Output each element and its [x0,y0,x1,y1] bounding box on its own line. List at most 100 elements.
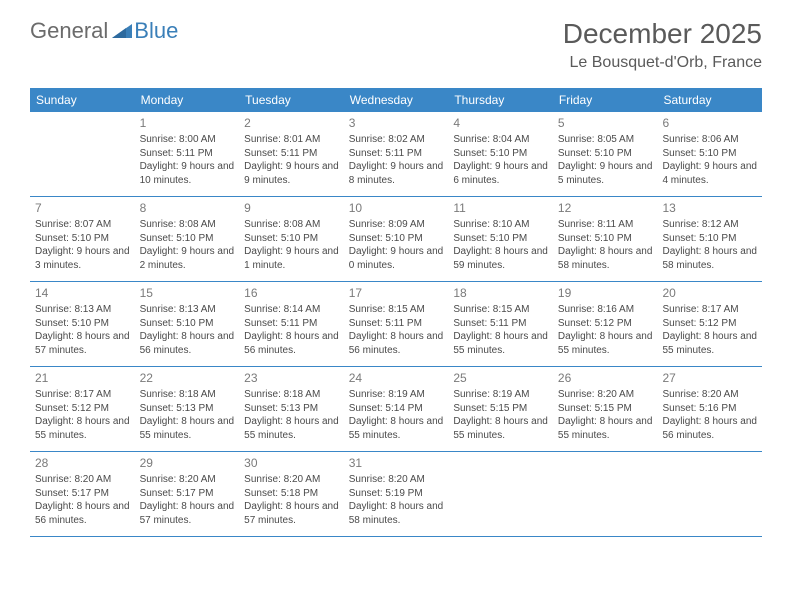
sunset-text: Sunset: 5:10 PM [662,147,757,161]
day-cell: 28Sunrise: 8:20 AMSunset: 5:17 PMDayligh… [30,452,135,536]
sunrise-text: Sunrise: 8:11 AM [558,218,653,232]
week-row: 7Sunrise: 8:07 AMSunset: 5:10 PMDaylight… [30,197,762,282]
day-cell: 17Sunrise: 8:15 AMSunset: 5:11 PMDayligh… [344,282,449,366]
day-number: 16 [244,285,339,301]
day-cell: 26Sunrise: 8:20 AMSunset: 5:15 PMDayligh… [553,367,658,451]
day-header: Monday [135,88,240,112]
week-row: 28 Sunrise: 8:20 AMSunset: 5:17 PM Dayligh… [30,452,762,537]
sunset-text: Sunset: 5:13 PM [140,402,235,416]
sunrise-text: Sunrise: 8:13 AM [140,303,235,317]
day-number: 21 [35,370,130,386]
daylight-text: Daylight: 8 hours and 55 minutes. [35,415,130,442]
sunrise-text: Sunrise: 8:13 AM [35,303,130,317]
daylight-text: Daylight: 8 hours and 56 minutes. [35,500,130,527]
day-cell: 31Sunrise: 8:20 AMSunset: 5:19 PMDayligh… [344,452,449,536]
day-cell: 6Sunrise: 8:06 AMSunset: 5:10 PMDaylight… [657,112,762,196]
daylight-text: Daylight: 8 hours and 58 minutes. [349,500,444,527]
sunrise-text: Sunrise: 8:10 AM [453,218,548,232]
day-number: 29 [140,455,235,471]
day-header-row: Sunday Monday Tuesday Wednesday Thursday… [30,88,762,112]
day-number: 24 [349,370,444,386]
day-number: 27 [662,370,757,386]
daylight-text: Daylight: 8 hours and 55 minutes. [453,415,548,442]
sunset-text: Sunset: 5:12 PM [558,317,653,331]
day-cell: 3Sunrise: 8:02 AMSunset: 5:11 PMDaylight… [344,112,449,196]
sunset-text: Sunset: 5:12 PM [662,317,757,331]
sunset-text: Sunset: 5:11 PM [453,317,548,331]
day-number: 28 [35,455,130,471]
day-cell: 20Sunrise: 8:17 AMSunset: 5:12 PMDayligh… [657,282,762,366]
sunrise-text: Sunrise: 8:17 AM [662,303,757,317]
day-cell: 2Sunrise: 8:01 AMSunset: 5:11 PMDaylight… [239,112,344,196]
daylight-text: Daylight: 8 hours and 56 minutes. [349,330,444,357]
day-number: 23 [244,370,339,386]
day-number: 30 [244,455,339,471]
daylight-text: Daylight: 8 hours and 56 minutes. [140,330,235,357]
logo: General Blue [30,18,178,44]
day-number: 15 [140,285,235,301]
sunrise-text: Sunrise: 8:01 AM [244,133,339,147]
day-number: 2 [244,115,339,131]
day-header: Wednesday [344,88,449,112]
day-number: 4 [453,115,548,131]
week-row: 1Sunrise: 8:00 AMSunset: 5:11 PMDaylight… [30,112,762,197]
day-cell: 16Sunrise: 8:14 AMSunset: 5:11 PMDayligh… [239,282,344,366]
week-row: 21Sunrise: 8:17 AMSunset: 5:12 PMDayligh… [30,367,762,452]
day-cell: 25Sunrise: 8:19 AMSunset: 5:15 PMDayligh… [448,367,553,451]
page-header: General Blue December 2025 Le Bousquet-d… [0,0,792,80]
day-cell: 27Sunrise: 8:20 AMSunset: 5:16 PMDayligh… [657,367,762,451]
sunrise-text: Sunrise: 8:05 AM [558,133,653,147]
sunrise-text: Sunrise: 8:09 AM [349,218,444,232]
day-cell: 1Sunrise: 8:00 AMSunset: 5:11 PMDaylight… [135,112,240,196]
day-number: 19 [558,285,653,301]
sunrise-text: Sunrise: 8:08 AM [244,218,339,232]
day-number: 26 [558,370,653,386]
day-cell: 18Sunrise: 8:15 AMSunset: 5:11 PMDayligh… [448,282,553,366]
sunrise-text: Sunrise: 8:18 AM [244,388,339,402]
day-number: 31 [349,455,444,471]
daylight-text: Daylight: 8 hours and 57 minutes. [244,500,339,527]
sunrise-text: Sunrise: 8:20 AM [140,473,235,487]
sunset-text: Sunset: 5:10 PM [35,232,130,246]
daylight-text: Daylight: 8 hours and 58 minutes. [662,245,757,272]
sunset-text: Sunset: 5:15 PM [453,402,548,416]
day-number: 7 [35,200,130,216]
day-number: 10 [349,200,444,216]
sunset-text: Sunset: 5:10 PM [35,317,130,331]
location-text: Le Bousquet-d'Orb, France [563,54,762,72]
week-row: 14Sunrise: 8:13 AMSunset: 5:10 PMDayligh… [30,282,762,367]
sunset-text: Sunset: 5:13 PM [244,402,339,416]
sunset-text: Sunset: 5:17 PM [140,487,235,501]
day-cell: 12Sunrise: 8:11 AMSunset: 5:10 PMDayligh… [553,197,658,281]
day-cell: 22Sunrise: 8:18 AMSunset: 5:13 PMDayligh… [135,367,240,451]
day-cell: 23Sunrise: 8:18 AMSunset: 5:13 PMDayligh… [239,367,344,451]
sunrise-text: Sunrise: 8:16 AM [558,303,653,317]
daylight-text: Daylight: 8 hours and 55 minutes. [558,415,653,442]
sunset-text: Sunset: 5:14 PM [349,402,444,416]
day-cell: 10Sunrise: 8:09 AMSunset: 5:10 PMDayligh… [344,197,449,281]
daylight-text: Daylight: 8 hours and 57 minutes. [35,330,130,357]
day-cell [553,452,658,536]
day-header: Thursday [448,88,553,112]
day-cell: 15 Sunrise: 8:13 AMSunset: 5:10 PMDayligh… [135,282,240,366]
sunset-text: Sunset: 5:15 PM [558,402,653,416]
day-cell: 21Sunrise: 8:17 AMSunset: 5:12 PMDayligh… [30,367,135,451]
day-cell: 4Sunrise: 8:04 AMSunset: 5:10 PMDaylight… [448,112,553,196]
sunrise-text: Sunrise: 8:19 AM [453,388,548,402]
sunset-text: Sunset: 5:10 PM [662,232,757,246]
daylight-text: Daylight: 8 hours and 56 minutes. [662,415,757,442]
sunrise-text: Sunrise: 8:20 AM [662,388,757,402]
sunset-text: Sunset: 5:10 PM [244,232,339,246]
daylight-text: Daylight: 9 hours and 6 minutes. [453,160,548,187]
sunrise-text: Sunrise: 8:07 AM [35,218,130,232]
sunset-text: Sunset: 5:10 PM [140,317,235,331]
sunrise-text: Sunrise: 8:12 AM [662,218,757,232]
day-header: Saturday [657,88,762,112]
page-title: December 2025 [563,18,762,50]
sunrise-text: Sunrise: 8:04 AM [453,133,548,147]
sunset-text: Sunset: 5:10 PM [349,232,444,246]
day-cell: 5Sunrise: 8:05 AMSunset: 5:10 PMDaylight… [553,112,658,196]
sunset-text: Sunset: 5:18 PM [244,487,339,501]
day-cell: 9Sunrise: 8:08 AMSunset: 5:10 PMDaylight… [239,197,344,281]
day-number: 20 [662,285,757,301]
